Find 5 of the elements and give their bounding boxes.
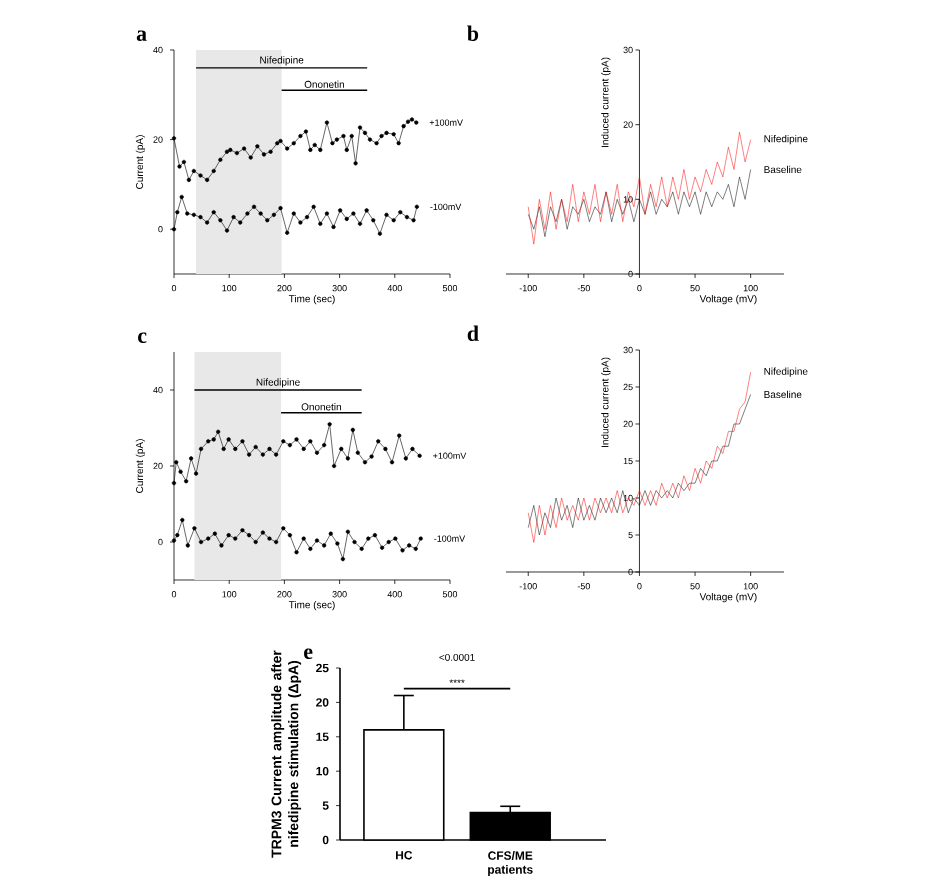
chart-title: b [467, 25, 479, 41]
chart-title: a [136, 30, 147, 41]
chart-title: c [138, 332, 147, 343]
chart-title: e [304, 648, 313, 659]
chart-title: d [467, 325, 479, 341]
